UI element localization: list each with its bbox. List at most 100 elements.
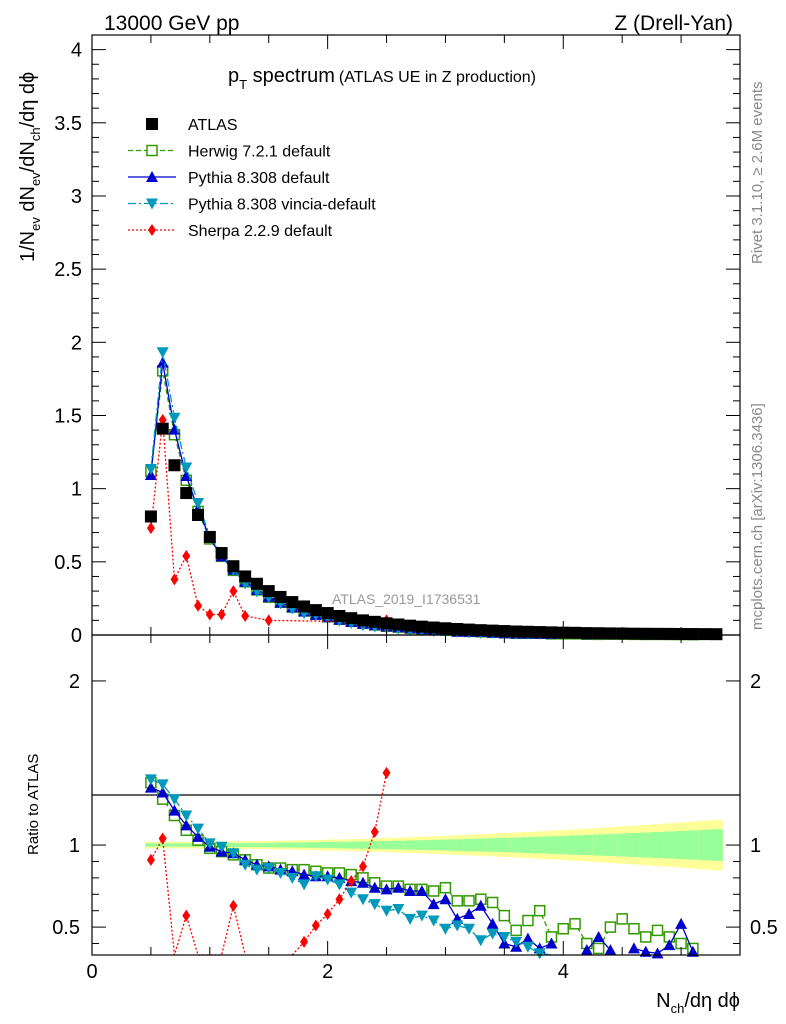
x-axis-label: Nch/dη dϕ <box>656 990 740 1016</box>
atlas-point <box>521 625 534 638</box>
ratio-marker <box>439 881 452 894</box>
atlas-point <box>474 624 487 637</box>
ratio-marker <box>392 904 405 916</box>
band-stat <box>592 834 606 856</box>
band-stat <box>286 842 299 848</box>
main-marker <box>182 549 191 562</box>
atlas-point <box>227 560 240 573</box>
atlas-point <box>569 626 582 639</box>
ratio-marker <box>557 922 570 935</box>
band-stat <box>357 841 370 849</box>
band-stat <box>463 838 476 852</box>
atlas-point <box>215 547 228 560</box>
band-stat <box>416 840 429 850</box>
ratio-marker <box>311 919 320 932</box>
main-marker <box>168 412 181 424</box>
atlas-point <box>321 607 334 620</box>
band-stat <box>474 838 488 852</box>
band-stat <box>427 839 441 851</box>
legend-label: Herwig 7.2.1 default <box>188 144 331 161</box>
band-stat <box>274 842 287 848</box>
y-tick-label: 3 <box>71 186 82 208</box>
atlas-point <box>380 617 393 630</box>
atlas-point <box>180 487 193 500</box>
band-stat <box>345 841 358 849</box>
legend-label: ATLAS <box>188 117 238 134</box>
ratio-marker <box>335 893 344 906</box>
legend-marker <box>146 198 158 210</box>
ratio-marker <box>439 923 452 935</box>
ratio-marker <box>144 774 157 786</box>
band-stat <box>404 840 417 850</box>
ratio-marker <box>274 867 287 879</box>
ratio-marker <box>146 853 155 866</box>
y-tick-label: 4 <box>71 40 82 62</box>
atlas-point <box>592 627 605 640</box>
x-tick-label: 0 <box>86 961 97 983</box>
x-tick-label: 2 <box>322 961 333 983</box>
atlas-point <box>451 623 464 635</box>
band-stat <box>580 834 594 856</box>
band-stat <box>510 837 523 853</box>
ratio-marker <box>180 810 193 822</box>
atlas-point <box>392 618 405 631</box>
band-stat <box>639 832 653 858</box>
ratio-y-tick-label: 2 <box>69 671 80 693</box>
ratio-uncertainty-bands <box>145 819 723 871</box>
atlas-point <box>545 626 558 639</box>
ratio-marker <box>474 899 487 911</box>
ratio-marker <box>380 883 393 895</box>
ratio-marker <box>522 914 534 927</box>
ratio-marker <box>628 922 640 935</box>
main-marker <box>229 585 238 598</box>
main-marker <box>241 609 250 622</box>
ratio-marker <box>604 921 617 933</box>
atlas-point <box>427 621 440 634</box>
main-marker <box>192 498 205 509</box>
ratio-marker <box>486 928 499 940</box>
ratio-marker <box>356 876 369 888</box>
band-stat <box>569 835 582 855</box>
ratio-marker <box>592 942 605 955</box>
legend-marker <box>148 224 156 236</box>
band-stat <box>698 829 712 861</box>
legend: ATLAS Herwig 7.2.1 default Pythia 8.308 de… <box>128 117 376 240</box>
atlas-point <box>651 627 664 640</box>
band-stat <box>251 842 264 848</box>
ratio-marker <box>392 881 405 893</box>
atlas-point <box>686 628 699 641</box>
ratio-marker <box>286 872 299 884</box>
ratio-marker <box>368 899 381 911</box>
band-stat <box>439 839 452 851</box>
x-tick-label: 4 <box>558 961 569 983</box>
ratio-marker <box>439 893 452 905</box>
y-tick-label: 3.5 <box>54 113 82 135</box>
ratio-marker <box>333 879 346 891</box>
y-tick-label: 2.5 <box>54 259 82 281</box>
atlas-point <box>286 596 299 609</box>
band-stat <box>145 843 158 847</box>
ratio-marker <box>415 885 428 896</box>
ratio-marker <box>427 915 440 927</box>
band-stat <box>156 843 170 847</box>
ratio-line-Pythia 8.308 vincia-default <box>150 778 564 956</box>
ratio-marker <box>298 868 311 880</box>
y-axis-label: 1/Nev dNev/dNch/dη dϕ <box>17 72 43 262</box>
band-stat <box>686 830 700 860</box>
atlas-point <box>533 626 546 639</box>
ratio-marker <box>651 924 664 937</box>
ratio-marker <box>604 944 617 956</box>
atlas-point <box>274 590 287 603</box>
ratio-marker <box>463 923 476 935</box>
ratio-marker <box>451 895 463 907</box>
legend-marker <box>146 171 158 182</box>
ratio-marker <box>203 838 216 850</box>
ratio-y-tick-label: 0.5 <box>52 917 80 939</box>
main-marker <box>205 608 214 621</box>
band-stat <box>380 840 393 850</box>
atlas-point <box>710 628 723 641</box>
ratio-marker <box>663 939 676 951</box>
ratio-marker <box>463 907 476 919</box>
ratio-marker <box>368 881 381 893</box>
ratio-marker <box>358 860 367 873</box>
